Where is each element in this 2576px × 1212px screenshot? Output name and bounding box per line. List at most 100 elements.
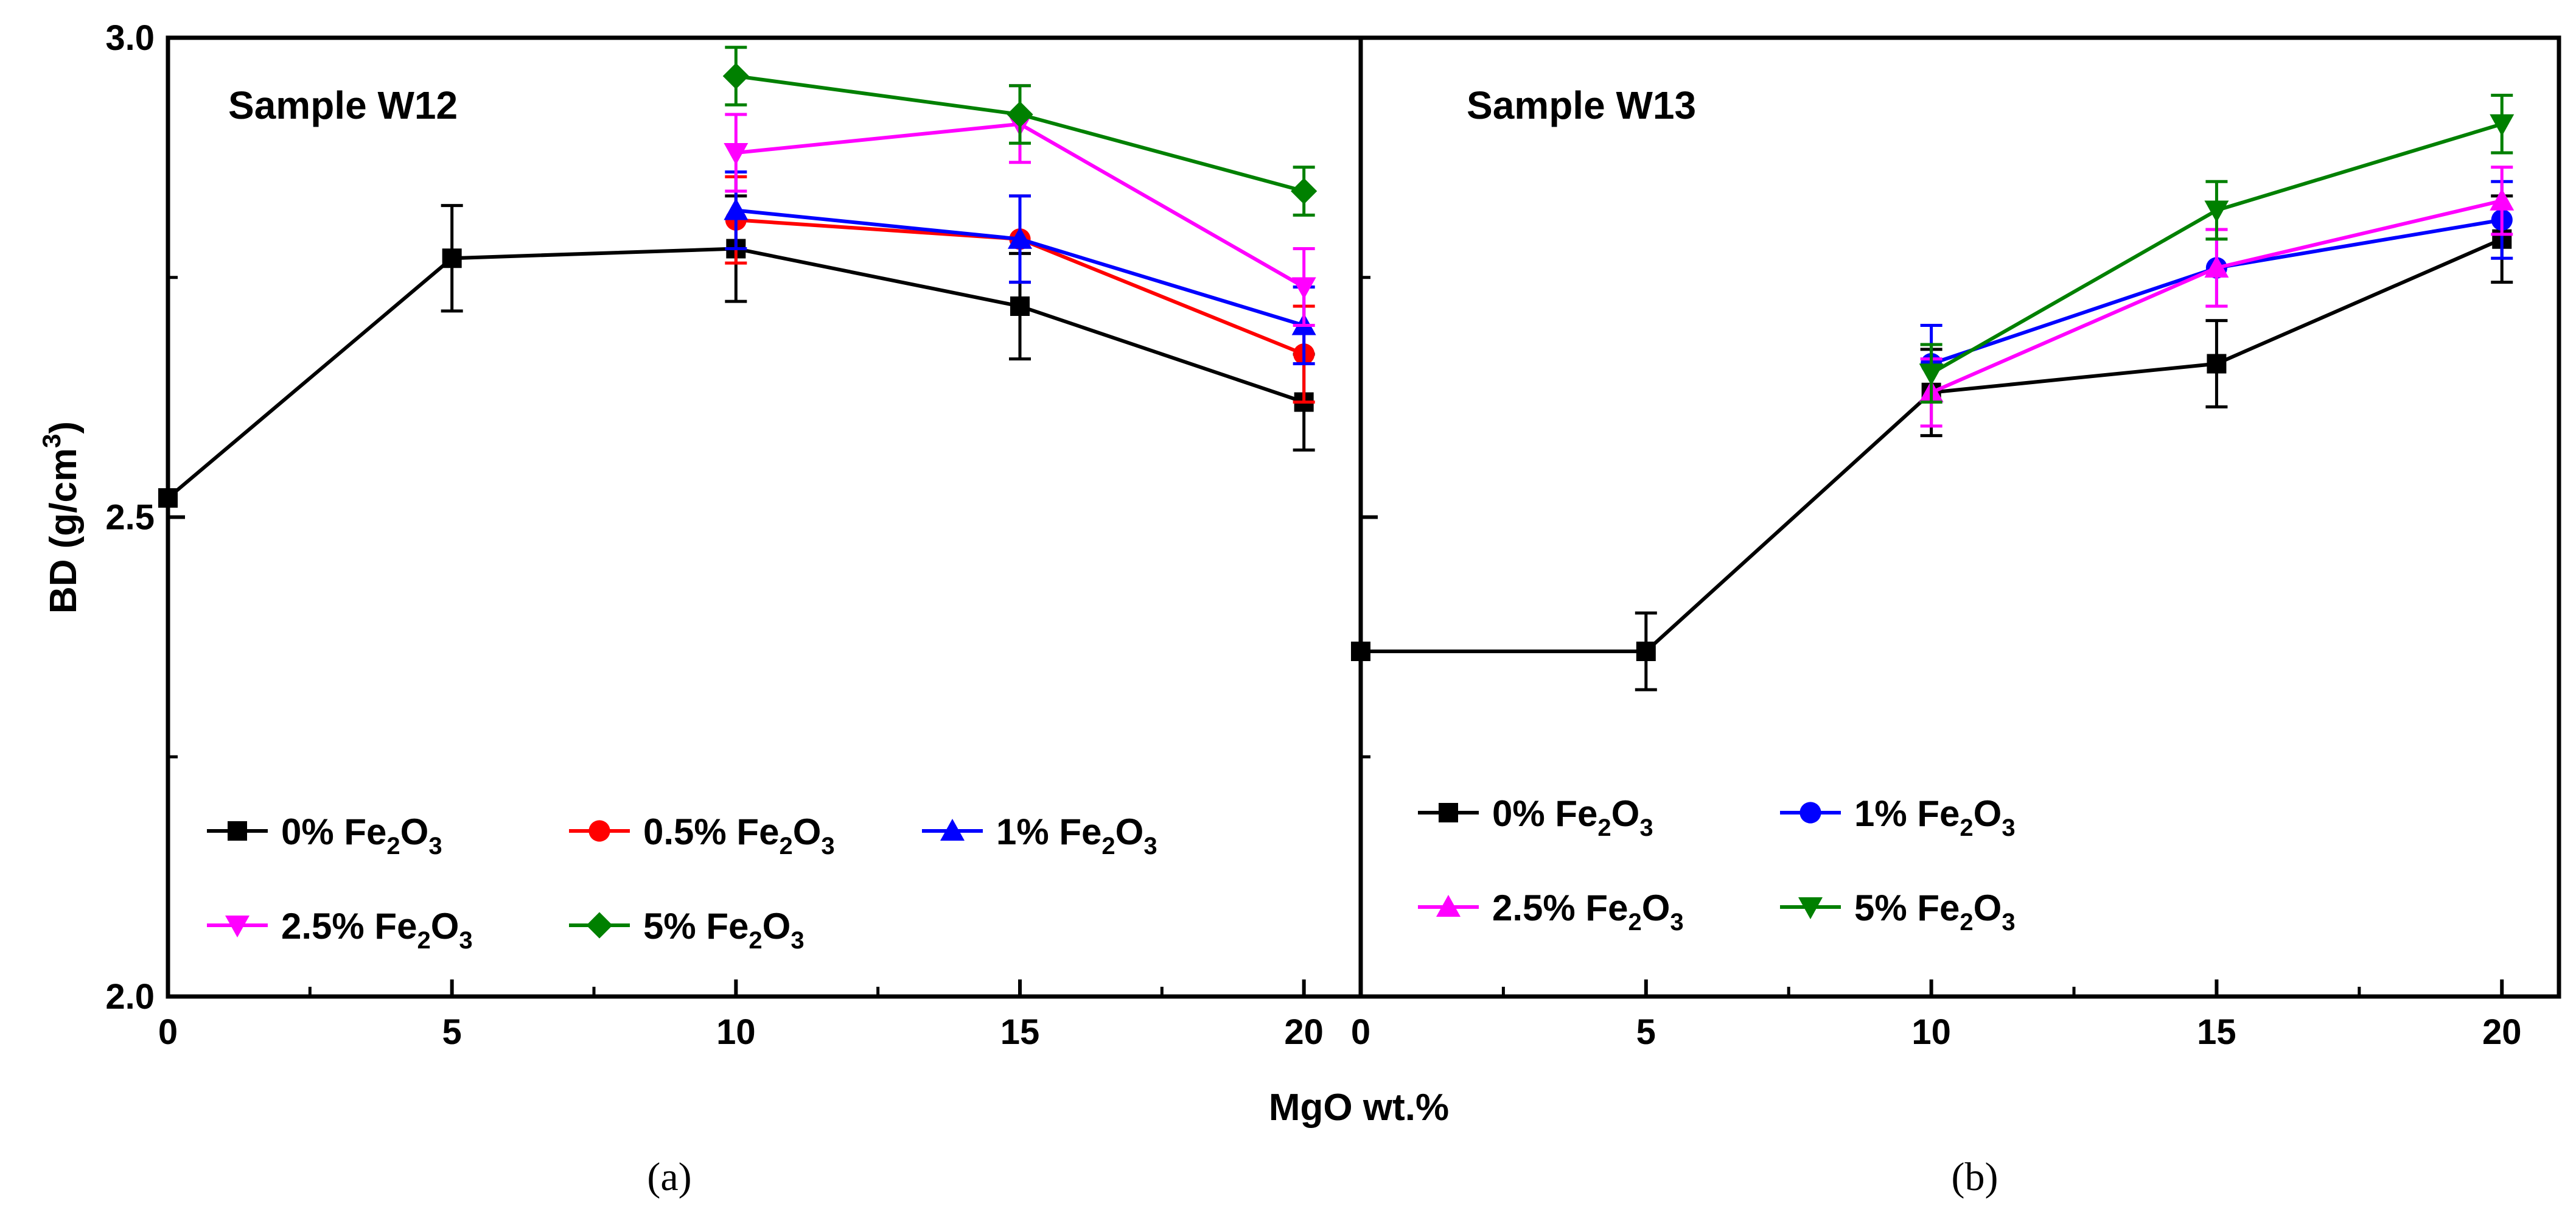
legend-marker bbox=[1439, 803, 1458, 822]
data-point bbox=[722, 63, 749, 89]
legend-label-main: 2.5% Fe bbox=[281, 906, 417, 947]
legend-label: 2.5% Fe2O3 bbox=[281, 906, 473, 954]
legend-label-tail: O bbox=[1974, 888, 2002, 928]
x-tick-label: 20 bbox=[1284, 1012, 1324, 1052]
x-tick-label: 10 bbox=[1911, 1012, 1951, 1052]
y-axis-label-sup: 3 bbox=[37, 434, 66, 448]
legend-label-sub: 3 bbox=[1639, 814, 1653, 841]
y-tick-label: 2.5 bbox=[105, 498, 155, 538]
legend-label-sub: 2 bbox=[1960, 909, 1973, 936]
data-point bbox=[2204, 200, 2229, 223]
legend-entry: 0% Fe2O3 bbox=[207, 811, 442, 860]
legend-label-sub: 3 bbox=[2002, 814, 2015, 841]
data-point bbox=[1007, 101, 1033, 128]
data-point bbox=[1919, 363, 1944, 386]
legend-entry: 0% Fe2O3 bbox=[1418, 793, 1653, 841]
legend-marker bbox=[228, 821, 247, 841]
legend-label-sub: 3 bbox=[2002, 909, 2015, 936]
legend-label-sub: 2 bbox=[1628, 909, 1641, 936]
panel-b-label: (b) bbox=[1952, 1155, 1998, 1199]
legend-label: 0% Fe2O3 bbox=[281, 811, 442, 860]
panel-a-label: (a) bbox=[647, 1155, 691, 1199]
legend-label-main: 5% Fe bbox=[643, 906, 749, 947]
legend-label-sub: 2 bbox=[386, 833, 400, 860]
series-0-fe2o3 bbox=[1351, 194, 2513, 692]
legend-label: 1% Fe2O3 bbox=[1854, 793, 2016, 841]
legend-label-sub: 2 bbox=[779, 833, 792, 860]
x-tick-label: 20 bbox=[2482, 1012, 2522, 1052]
legend-entry: 1% Fe2O3 bbox=[1780, 793, 2016, 841]
chart-title: Sample W12 bbox=[228, 83, 458, 127]
data-point bbox=[1351, 642, 1370, 661]
legend-label-sub: 2 bbox=[1101, 833, 1115, 860]
legend-marker bbox=[1799, 802, 1821, 824]
x-tick-label: 5 bbox=[1636, 1012, 1656, 1052]
legend-entry: 5% Fe2O3 bbox=[569, 906, 805, 954]
data-point bbox=[1291, 277, 1316, 299]
data-point bbox=[1291, 178, 1318, 205]
legend-label: 0.5% Fe2O3 bbox=[643, 811, 835, 860]
plot-frame bbox=[1358, 35, 2561, 999]
legend-entry: 2.5% Fe2O3 bbox=[1418, 888, 1684, 936]
x-tick-label: 10 bbox=[716, 1012, 756, 1052]
legend-label-sub: 3 bbox=[791, 927, 804, 954]
legend-label-tail: O bbox=[763, 906, 791, 947]
series-5-fe2o3 bbox=[1919, 94, 2515, 404]
legend-label-sub: 3 bbox=[1143, 833, 1157, 860]
legend-label: 5% Fe2O3 bbox=[1854, 888, 2016, 936]
legend-label-tail: O bbox=[1974, 793, 2002, 834]
legend-label-tail: O bbox=[793, 811, 822, 852]
legend-marker bbox=[1798, 897, 1823, 919]
legend-label-main: 2.5% Fe bbox=[1492, 888, 1628, 928]
legend-entry: 5% Fe2O3 bbox=[1780, 888, 2016, 936]
legend-label: 0% Fe2O3 bbox=[1492, 793, 1653, 841]
legend-entry: 1% Fe2O3 bbox=[922, 811, 1157, 860]
legend-label-sub: 3 bbox=[428, 833, 442, 860]
x-tick-label: 15 bbox=[2197, 1012, 2236, 1052]
legend-marker bbox=[1436, 895, 1461, 917]
legend-marker bbox=[586, 912, 613, 939]
y-tick-label: 3.0 bbox=[105, 18, 155, 58]
data-point bbox=[1008, 226, 1032, 249]
y-axis-label-tail: ) bbox=[43, 421, 85, 434]
data-point bbox=[1010, 296, 1030, 316]
data-point bbox=[2207, 354, 2227, 374]
data-point bbox=[2490, 188, 2515, 211]
x-tick-label: 5 bbox=[442, 1012, 462, 1052]
legend-entry: 0.5% Fe2O3 bbox=[569, 811, 835, 860]
data-point bbox=[724, 143, 749, 165]
legend-marker bbox=[588, 820, 610, 842]
x-tick-label: 0 bbox=[1351, 1012, 1370, 1052]
x-axis-label: MgO wt.% bbox=[1269, 1087, 1449, 1129]
legend-label-tail: O bbox=[1115, 811, 1144, 852]
data-point bbox=[442, 248, 462, 268]
legend-label: 5% Fe2O3 bbox=[643, 906, 805, 954]
legend-marker bbox=[940, 819, 965, 841]
legend-label-main: 1% Fe bbox=[1854, 793, 1960, 834]
legend-label-sub: 2 bbox=[749, 927, 762, 954]
legend-label-tail: O bbox=[1611, 793, 1640, 834]
legend-label-main: 0% Fe bbox=[281, 811, 386, 852]
legend-label-tail: O bbox=[431, 906, 459, 947]
legend-label-sub: 3 bbox=[459, 927, 472, 954]
legend-label: 2.5% Fe2O3 bbox=[1492, 888, 1684, 936]
plot-frame bbox=[166, 35, 1363, 999]
y-axis-label: BD (g/cm3) bbox=[37, 421, 85, 614]
x-tick-label: 0 bbox=[158, 1012, 178, 1052]
legend-label-main: 1% Fe bbox=[996, 811, 1101, 852]
data-point bbox=[724, 198, 749, 220]
data-point bbox=[2490, 114, 2515, 136]
legend-label-main: 0.5% Fe bbox=[643, 811, 779, 852]
legend-label-tail: O bbox=[1642, 888, 1670, 928]
legend-label-tail: O bbox=[400, 811, 429, 852]
data-point bbox=[1636, 642, 1656, 661]
series-line bbox=[1361, 237, 2503, 653]
legend-label-main: 0% Fe bbox=[1492, 793, 1597, 834]
legend-label-sub: 2 bbox=[1960, 814, 1973, 841]
y-axis-label-main: BD (g/cm bbox=[43, 448, 85, 614]
data-point bbox=[2204, 256, 2229, 278]
data-point bbox=[158, 488, 178, 508]
y-tick-label: 2.0 bbox=[105, 977, 155, 1017]
